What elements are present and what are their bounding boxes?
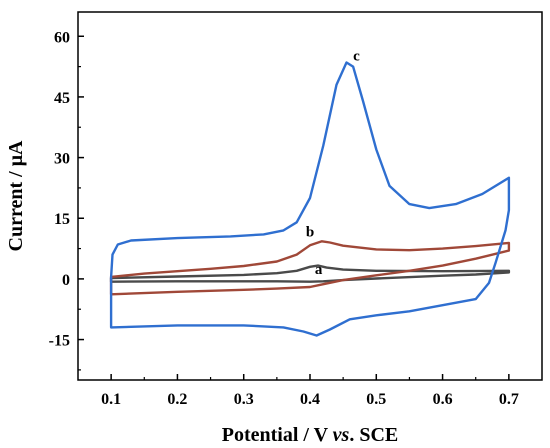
x-tick-label: 0.3 (234, 391, 254, 408)
curve-label-layer: a b c (306, 49, 360, 279)
series-c-label: c (353, 49, 360, 65)
x-tick-label: 0.4 (300, 391, 320, 408)
x-tick-label: 0.5 (366, 391, 386, 408)
x-axis-title: Potential / V vs. SCE (222, 424, 399, 446)
series-b-curve (109, 240, 511, 296)
y-tick-label: 45 (54, 90, 70, 107)
y-axis-title: Current / μA (5, 140, 27, 252)
y-tick-label: 15 (54, 211, 70, 228)
series-c-curve (109, 61, 511, 337)
series-layer (109, 61, 511, 337)
series-b-label: b (306, 224, 314, 240)
x-tick-label: 0.2 (167, 391, 187, 408)
x-tick-label: 0.1 (101, 391, 121, 408)
tick-layer: 0.1 0.2 0.3 0.4 0.5 0.6 0.7 -15 0 15 30 45 60 (49, 29, 519, 408)
y-tick-label: -15 (49, 333, 70, 350)
x-tick-label: 0.6 (433, 391, 453, 408)
y-tick-label: 0 (62, 272, 70, 289)
x-tick-label: 0.7 (499, 391, 519, 408)
y-tick-label: 60 (54, 29, 70, 46)
y-tick-label: 30 (54, 151, 70, 168)
series-a-curve (109, 264, 511, 283)
series-a-label: a (315, 262, 323, 278)
